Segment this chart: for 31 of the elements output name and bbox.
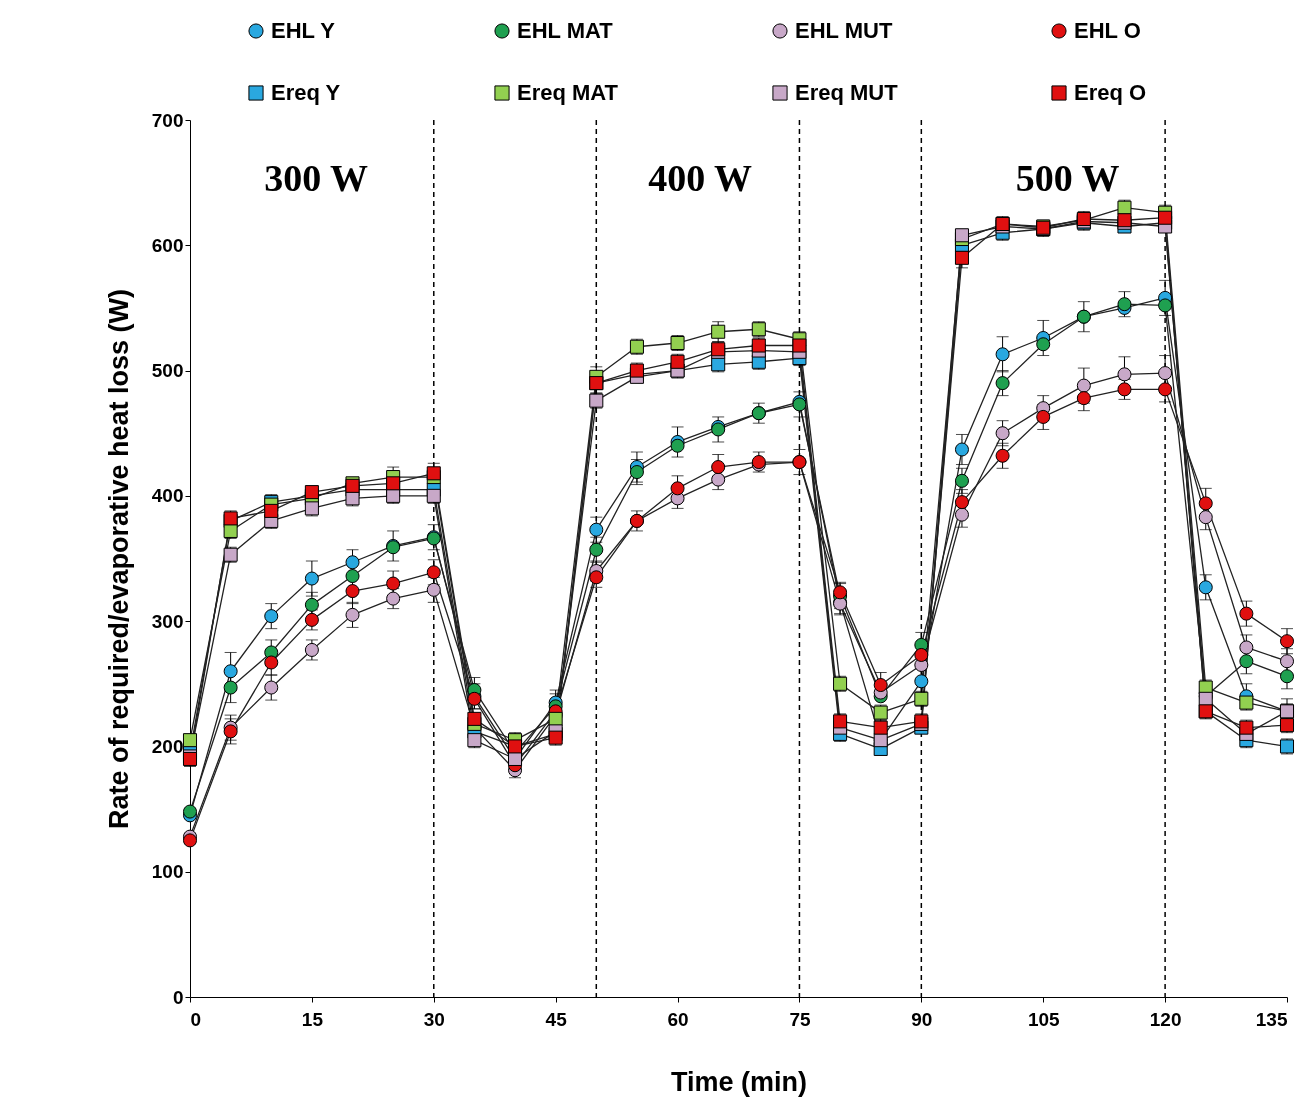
x-tick-label: 0	[190, 1008, 202, 1030]
x-tick-label: 45	[545, 1008, 568, 1030]
annotation: 500 W	[1015, 157, 1120, 199]
y-axis-title: Rate of required/evaporative heat loss (W)	[103, 288, 134, 830]
y-tick-label: 0	[172, 986, 184, 1008]
y-tick-label: 100	[151, 861, 184, 883]
y-tick-label: 700	[151, 109, 184, 131]
x-tick-label: 75	[789, 1008, 811, 1030]
x-tick-label: 120	[1149, 1008, 1182, 1030]
x-axis-title: Time (min)	[670, 1066, 808, 1097]
legend-label: Ereq MUT	[795, 80, 899, 105]
x-tick-label: 30	[423, 1008, 445, 1030]
x-tick-label: 135	[1255, 1008, 1288, 1030]
x-tick-label: 60	[667, 1008, 689, 1030]
legend-label: Ereq MAT	[517, 80, 619, 105]
annotation: 400 W	[648, 157, 753, 199]
x-tick-label: 105	[1027, 1008, 1060, 1030]
legend-label: EHL MUT	[795, 18, 893, 43]
x-tick-label: 90	[911, 1008, 933, 1030]
legend-label: Ereq O	[1074, 80, 1147, 105]
y-tick-label: 500	[151, 360, 184, 382]
legend-label: EHL O	[1074, 18, 1141, 43]
y-tick-label: 200	[151, 735, 184, 757]
x-tick-label: 15	[301, 1008, 324, 1030]
legend-label: Ereq Y	[271, 80, 341, 105]
y-tick-label: 300	[151, 610, 184, 632]
legend-label: EHL MAT	[517, 18, 614, 43]
y-tick-label: 400	[151, 485, 184, 507]
annotation: 300 W	[264, 157, 369, 199]
legend-label: EHL Y	[271, 18, 336, 43]
y-tick-label: 600	[151, 234, 184, 256]
